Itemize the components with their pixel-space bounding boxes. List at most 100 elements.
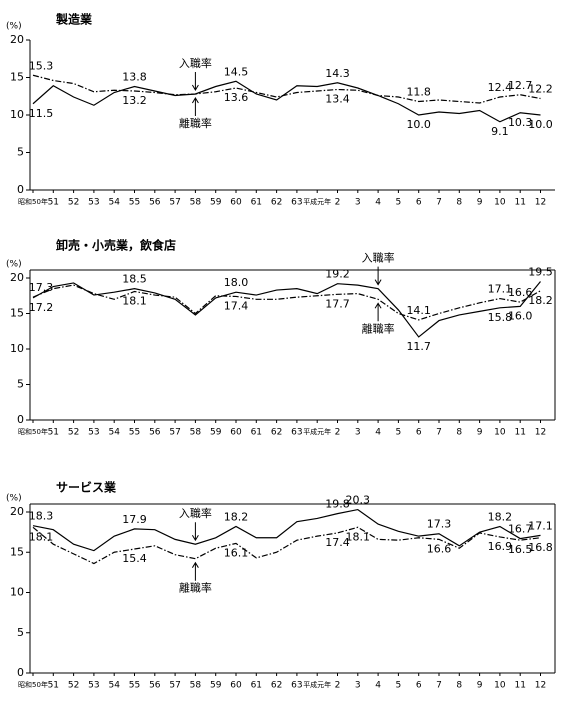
series-name: 離職率 [179, 116, 212, 130]
x-tick-label: 51 [48, 198, 59, 208]
x-tick-label: 55 [129, 198, 140, 208]
x-tick-label: 6 [416, 198, 422, 208]
y-tick-label: 20 [10, 505, 24, 518]
value-label: 15.3 [29, 59, 54, 72]
value-label: 16.7 [508, 523, 533, 536]
x-tick-label: 10 [494, 198, 506, 208]
value-label: 17.1 [528, 519, 553, 532]
x-tick-label: 2 [335, 198, 341, 208]
value-label: 16.1 [224, 546, 249, 559]
x-tick-label: 7 [436, 681, 442, 691]
value-label: 15.4 [122, 552, 147, 565]
x-tick-label: 10 [494, 428, 506, 438]
value-label: 14.1 [406, 304, 431, 317]
x-tick-label: 6 [416, 428, 422, 438]
x-tick-label: 昭和50年 [18, 680, 48, 689]
series-line [32, 526, 541, 565]
value-label: 18.2 [488, 510, 513, 523]
value-label: 10.3 [508, 116, 533, 129]
x-tick-label: 12 [535, 681, 546, 691]
value-label: 17.1 [488, 283, 513, 296]
value-label: 17.3 [427, 518, 452, 531]
y-axis-label: (%) [6, 22, 22, 32]
x-tick-label: 59 [210, 428, 222, 438]
value-label: 16.9 [488, 540, 513, 553]
x-tick-label: 52 [68, 428, 79, 438]
y-tick-label: 20 [10, 271, 24, 284]
value-label: 11.8 [406, 86, 431, 99]
value-label: 18.0 [224, 276, 249, 289]
y-axis-label: (%) [6, 260, 22, 270]
x-tick-label: 55 [129, 681, 140, 691]
x-tick-label: 56 [149, 198, 161, 208]
value-label: 20.3 [346, 494, 371, 507]
x-tick-label: 57 [169, 428, 180, 438]
x-tick-label: 52 [68, 198, 79, 208]
value-label: 19.2 [325, 268, 350, 281]
series-name: 入職率 [179, 506, 212, 520]
value-label: 12.4 [488, 81, 513, 94]
value-label: 17.7 [325, 297, 350, 310]
panel-title: 卸売・小売業，飲食店 [56, 238, 176, 253]
arrow [191, 522, 199, 542]
value-label: 11.5 [29, 107, 54, 120]
x-tick-label: 54 [108, 681, 120, 691]
value-label: 16.0 [508, 309, 533, 322]
x-tick-label: 11 [514, 428, 525, 438]
value-label: 12.7 [508, 79, 533, 92]
value-label: 11.7 [406, 340, 431, 353]
x-tick-label: 3 [355, 198, 361, 208]
y-tick-label: 0 [17, 413, 24, 426]
x-tick-label: 7 [436, 428, 442, 438]
x-tick-label: 11 [514, 198, 525, 208]
series-line [32, 80, 541, 123]
x-tick-label: 53 [88, 198, 99, 208]
y-tick-label: 10 [10, 108, 24, 121]
x-tick-label: 5 [396, 428, 402, 438]
x-tick-label: 56 [149, 428, 161, 438]
x-tick-label: 平成元年 [303, 680, 331, 689]
y-tick-label: 5 [17, 378, 24, 391]
x-tick-label: 5 [396, 681, 402, 691]
x-tick-label: 4 [375, 198, 381, 208]
y-tick-label: 15 [10, 307, 24, 320]
x-tick-label: 56 [149, 681, 161, 691]
x-tick-label: 63 [291, 198, 302, 208]
value-label: 19.5 [528, 266, 553, 279]
x-tick-label: 11 [514, 681, 525, 691]
value-label: 13.8 [122, 71, 147, 84]
series-line [32, 281, 541, 338]
y-tick-label: 10 [10, 586, 24, 599]
y-tick-label: 5 [17, 626, 24, 639]
x-tick-label: 4 [375, 428, 381, 438]
value-label: 18.1 [346, 530, 371, 543]
value-label: 18.1 [122, 294, 147, 307]
value-label: 17.9 [122, 513, 147, 526]
x-tick-label: 3 [355, 681, 361, 691]
value-label: 16.6 [427, 542, 452, 555]
x-tick-label: 9 [477, 198, 483, 208]
arrow [191, 97, 199, 116]
value-label: 18.2 [528, 294, 553, 307]
x-tick-label: 62 [271, 428, 282, 438]
series-line [32, 508, 541, 552]
x-tick-label: 62 [271, 198, 282, 208]
x-tick-label: 58 [190, 428, 202, 438]
series-line [32, 284, 541, 321]
value-label: 16.6 [508, 286, 533, 299]
x-tick-label: 57 [169, 681, 180, 691]
value-label: 17.3 [29, 281, 54, 294]
arrow [191, 561, 199, 581]
x-tick-label: 60 [230, 198, 242, 208]
x-tick-label: 63 [291, 681, 302, 691]
series-name: 離職率 [362, 321, 395, 335]
y-axis-label: (%) [6, 494, 22, 504]
x-tick-label: 10 [494, 681, 506, 691]
y-tick-label: 0 [17, 666, 24, 679]
x-tick-label: 61 [251, 198, 262, 208]
value-label: 17.4 [224, 299, 249, 312]
series-name: 離職率 [179, 581, 212, 595]
value-label: 15.8 [488, 311, 513, 324]
x-tick-label: 51 [48, 681, 59, 691]
series-line [32, 74, 541, 104]
